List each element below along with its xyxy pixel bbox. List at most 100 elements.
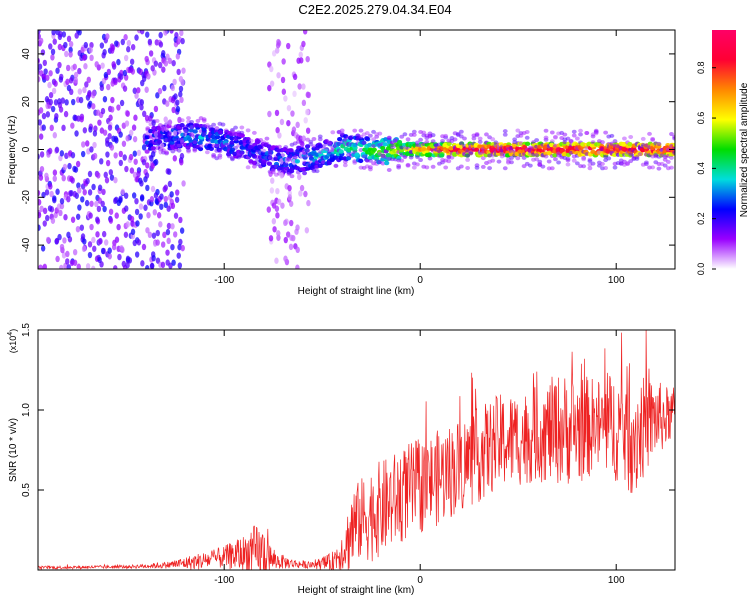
spectrogram-cell xyxy=(342,160,348,165)
spectrogram-cell xyxy=(107,132,112,140)
spectrogram-cell xyxy=(72,190,77,198)
spectrogram-cell xyxy=(105,33,110,40)
spectrogram-cell xyxy=(65,64,71,72)
spectrogram-cell xyxy=(102,95,108,103)
spectrogram-cell xyxy=(415,155,420,160)
spectrogram-cell xyxy=(465,153,471,158)
spectrogram-cell xyxy=(108,114,113,121)
spectrogram-cell xyxy=(439,153,445,158)
spectrogram-cell xyxy=(342,137,348,142)
spectrogram-cell xyxy=(194,123,200,128)
spectrogram-cell xyxy=(386,135,392,140)
spectrogram-cell xyxy=(283,145,289,150)
spectrogram-cell xyxy=(68,40,74,48)
spectrogram-cell xyxy=(603,166,609,171)
spectrogram-cell xyxy=(171,106,176,114)
spectrogram-cell xyxy=(281,58,286,65)
spectrogram-cell xyxy=(165,249,170,256)
spectrogram-cell xyxy=(91,236,96,244)
spectrogram-cell xyxy=(144,114,150,122)
spectrogram-cell xyxy=(295,145,301,150)
spectrogram-cell xyxy=(173,212,179,219)
spectrogram-cell xyxy=(131,192,137,199)
spectrogram-cell xyxy=(656,166,662,171)
spectrogram-ticks: -100 0 100 -40 -20 0 20 40 xyxy=(21,30,675,286)
spectrogram-cell xyxy=(297,83,302,90)
spectrogram-cell xyxy=(408,155,414,160)
spectrogram-cell xyxy=(151,232,157,239)
spectrogram-cell xyxy=(55,67,60,74)
spectrogram-cell xyxy=(158,31,163,39)
spectrogram-cell xyxy=(163,201,169,209)
spectrogram-cell xyxy=(38,57,41,65)
spectrogram-cell xyxy=(289,174,295,179)
spectrogram-cell xyxy=(69,189,74,197)
spectrogram-cell xyxy=(277,132,282,139)
spectrogram-cell xyxy=(172,155,177,162)
spectrogram-cell xyxy=(283,255,288,262)
spectrogram-cell xyxy=(266,161,273,166)
spectrogram-cell xyxy=(515,128,521,133)
spectrogram-cell xyxy=(174,196,180,203)
spectrogram-cell xyxy=(562,132,568,137)
spectrogram-cell xyxy=(179,152,185,160)
spectrogram-cell xyxy=(418,137,423,142)
spectrogram-cell xyxy=(477,139,483,144)
spectrogram-cell xyxy=(178,91,183,98)
spectrogram-cell xyxy=(298,190,303,197)
spectrogram-cell xyxy=(39,151,45,158)
spectrogram-cell xyxy=(89,223,94,231)
spectrogram-cell xyxy=(39,205,44,213)
spectrogram-cell xyxy=(574,136,580,141)
spectrogram-cell xyxy=(116,199,122,207)
spectrogram-cell xyxy=(49,124,54,132)
spectrogram-cell xyxy=(150,65,155,72)
spectrogram-cell xyxy=(108,208,114,215)
spectrogram-cell xyxy=(333,163,339,168)
spectrogram-cell xyxy=(266,206,271,213)
spectrogram-cell xyxy=(117,253,122,261)
spectrogram-cell xyxy=(302,30,308,35)
spectrogram-cell xyxy=(57,98,62,105)
spectrogram-cell xyxy=(290,110,295,117)
spectrogram-cell xyxy=(167,131,172,139)
spectrogram-cell xyxy=(109,144,115,151)
spectrogram-cell xyxy=(38,224,41,231)
spectrogram-cell xyxy=(342,156,348,161)
spectrogram-cell xyxy=(77,67,82,75)
spectrogram-cell xyxy=(217,149,223,154)
spectrogram-cell xyxy=(150,262,155,269)
y-tick-label: 0.5 xyxy=(21,483,32,497)
spectrogram-cell xyxy=(175,105,181,113)
spectrogram-cell xyxy=(165,100,170,107)
spectrogram-cell xyxy=(153,158,159,166)
spectrogram-cell xyxy=(73,71,79,79)
spectrogram-cell xyxy=(672,150,675,155)
spectrogram-cell xyxy=(178,85,184,93)
spectrogram-cell xyxy=(211,122,217,127)
spectrogram-cell xyxy=(148,50,154,57)
spectrogram-cell xyxy=(303,190,308,198)
spectrogram-cell xyxy=(330,130,336,135)
spectrogram-cell xyxy=(104,177,110,184)
spectrogram-cell xyxy=(275,187,280,195)
spectrogram-cell xyxy=(295,121,300,129)
spectrogram-cell xyxy=(408,149,414,154)
spectrogram-cell xyxy=(139,104,144,111)
spectrogram-cell xyxy=(302,171,307,176)
spectrogram-cell xyxy=(38,63,43,70)
spectrogram-cell xyxy=(665,159,671,164)
y-tick-label: -20 xyxy=(21,190,32,205)
spectrogram-cell xyxy=(80,150,86,158)
spectrogram-cell xyxy=(176,148,182,153)
spectrogram-cell xyxy=(640,136,646,141)
spectrogram-cell xyxy=(150,150,156,158)
spectrogram-cell xyxy=(162,231,167,239)
spectrogram-cell xyxy=(38,133,44,140)
spectrogram-cell xyxy=(170,84,176,92)
spectrogram-cell xyxy=(368,158,373,163)
spectrogram-cell xyxy=(361,154,367,159)
spectrogram-cell xyxy=(524,130,530,135)
spectrogram-cell xyxy=(66,195,71,203)
spectrogram-cell xyxy=(145,31,150,38)
